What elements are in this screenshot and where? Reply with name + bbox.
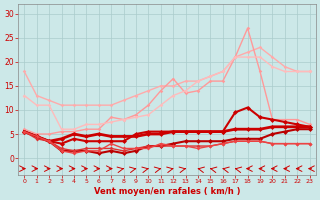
X-axis label: Vent moyen/en rafales ( km/h ): Vent moyen/en rafales ( km/h ) xyxy=(94,187,240,196)
